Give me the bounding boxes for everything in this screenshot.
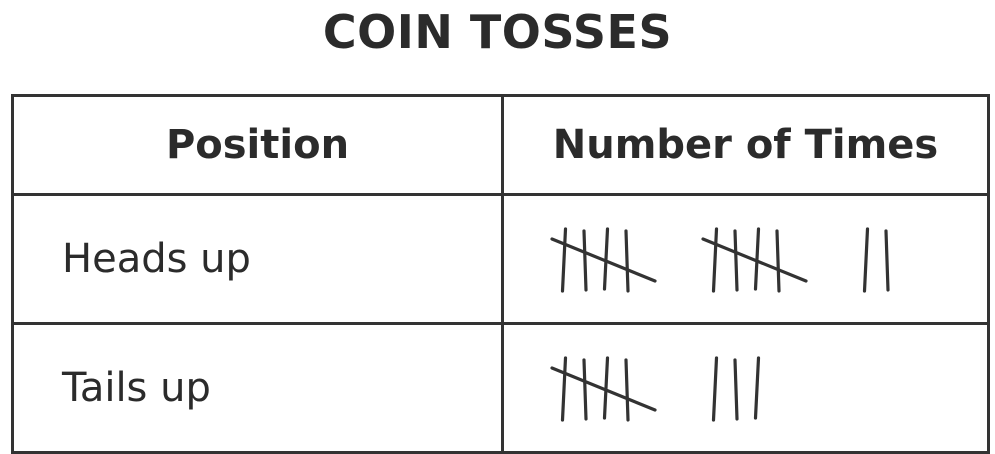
tally-cell-tails-up — [501, 322, 990, 454]
tally-mark — [711, 356, 719, 422]
tally-mark — [753, 356, 761, 420]
column-header-number-of-times: Number of Times — [501, 94, 990, 196]
tally-table: Position Number of Times Heads up Tails … — [11, 94, 990, 454]
tally-mark — [602, 356, 610, 420]
tally-cross-mark — [701, 237, 808, 283]
tally-cross-mark — [550, 237, 657, 283]
tally-cell-heads-up — [501, 193, 990, 325]
header-row: Position Number of Times — [11, 94, 990, 196]
row-label-tails-up: Tails up — [11, 322, 504, 454]
tally-mark — [862, 227, 870, 293]
tally-mark — [582, 229, 588, 292]
tally-mark — [602, 227, 610, 291]
tally-mark — [560, 227, 568, 293]
tally-marks-tails-up — [550, 356, 761, 422]
table-row: Tails up — [11, 322, 990, 454]
chart-title: COIN TOSSES — [322, 5, 673, 59]
column-header-position: Position — [11, 94, 504, 196]
table-row: Heads up — [11, 193, 990, 325]
tally-mark — [711, 227, 719, 293]
row-label-heads-up: Heads up — [11, 193, 504, 325]
tally-mark — [775, 229, 781, 293]
tally-marks-heads-up — [550, 227, 890, 293]
tally-mark — [624, 229, 630, 293]
tally-mark — [884, 229, 890, 292]
tally-mark — [733, 229, 739, 292]
tally-mark — [753, 227, 761, 291]
tally-cross-mark — [550, 366, 657, 412]
tally-mark — [560, 356, 568, 422]
tally-mark — [582, 358, 588, 421]
tally-mark — [624, 358, 630, 422]
tally-mark — [733, 358, 739, 421]
